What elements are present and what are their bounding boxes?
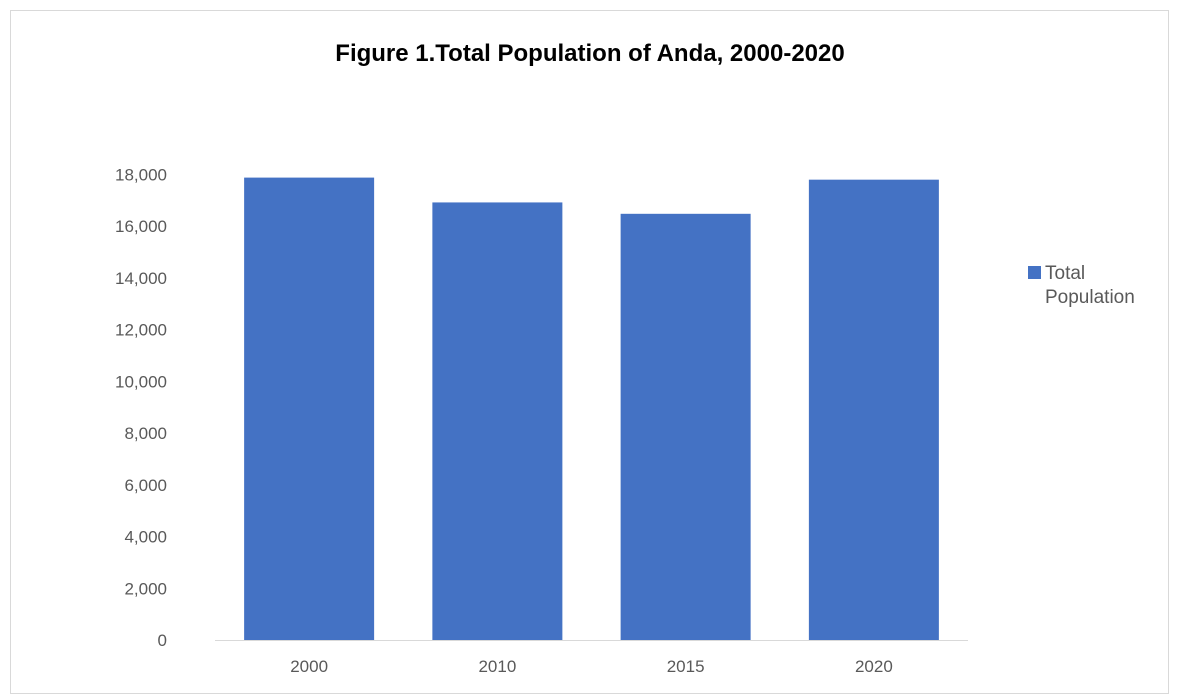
- x-tick-label: 2010: [478, 657, 516, 676]
- x-tick-label: 2000: [290, 657, 328, 676]
- y-axis-ticks: 0 2,000 4,000 6,000 8,000 10,000 12,000 14,000 1…: [115, 166, 167, 651]
- y-tick-label: 18,000: [115, 166, 167, 185]
- bar: [244, 177, 375, 640]
- x-axis-ticks: 2000 2010 2015 2020: [290, 657, 893, 676]
- y-tick-label: 14,000: [115, 269, 167, 288]
- x-tick-label: 2020: [855, 657, 893, 676]
- y-tick-label: 4,000: [124, 528, 167, 547]
- legend-swatch: [1028, 266, 1041, 279]
- y-tick-label: 8,000: [124, 424, 167, 443]
- x-tick-label: 2015: [667, 657, 705, 676]
- bar: [620, 213, 751, 640]
- y-tick-label: 10,000: [115, 372, 167, 391]
- legend: Total Population: [1028, 263, 1135, 308]
- bar: [808, 179, 939, 640]
- y-tick-label: 6,000: [124, 476, 167, 495]
- bars-layer: [244, 177, 939, 640]
- y-tick-label: 12,000: [115, 321, 167, 340]
- bar: [432, 202, 563, 640]
- chart-frame: [10, 10, 1169, 694]
- chart-title: Figure 1.Total Population of Anda, 2000-…: [335, 40, 845, 67]
- y-tick-label: 2,000: [124, 579, 167, 598]
- legend-label-line: Population: [1045, 287, 1135, 308]
- legend-label-line: Total: [1045, 263, 1085, 284]
- legend-label: Total Population: [1045, 263, 1135, 308]
- y-tick-label: 0: [158, 631, 167, 650]
- y-tick-label: 16,000: [115, 217, 167, 236]
